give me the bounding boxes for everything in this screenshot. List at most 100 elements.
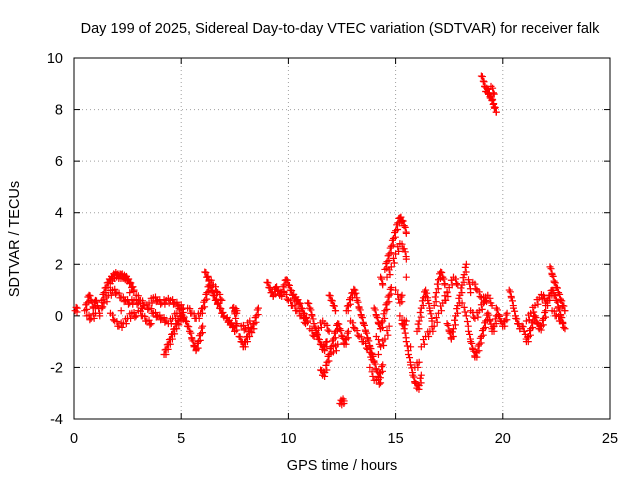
data-point: [335, 320, 343, 328]
y-tick-label: 6: [55, 154, 63, 170]
data-point: [245, 323, 253, 331]
data-point: [299, 314, 307, 322]
data-point: [254, 304, 262, 312]
data-point: [362, 344, 370, 352]
data-point: [491, 315, 499, 323]
data-point: [551, 292, 559, 300]
data-point: [90, 314, 98, 322]
data-point: [305, 299, 313, 307]
data-point: [329, 348, 337, 356]
data-point: [400, 245, 408, 253]
data-point: [136, 307, 144, 315]
data-point: [317, 323, 325, 331]
data-point: [358, 314, 366, 322]
data-point: [460, 303, 468, 311]
data-point: [550, 307, 558, 315]
data-point: [199, 322, 207, 330]
data-point: [362, 339, 370, 347]
data-point: [389, 254, 397, 262]
x-tick-label: 25: [602, 431, 618, 447]
data-point: [560, 323, 568, 331]
data-point: [127, 279, 135, 287]
data-point: [196, 336, 204, 344]
data-point: [233, 320, 241, 328]
data-point: [380, 342, 388, 350]
data-point: [463, 318, 471, 326]
data-point: [302, 320, 310, 328]
data-point: [486, 317, 494, 325]
data-point: [387, 283, 395, 291]
data-point: [462, 312, 470, 320]
data-point: [458, 299, 466, 307]
data-point: [172, 314, 180, 322]
data-point: [219, 309, 227, 317]
data-point: [187, 329, 195, 337]
data-point: [464, 327, 472, 335]
data-point: [401, 329, 409, 337]
data-point: [320, 342, 328, 350]
data-point: [548, 271, 556, 279]
data-point: [474, 313, 482, 321]
data-point: [218, 296, 226, 304]
data-point: [103, 298, 111, 306]
data-point: [398, 298, 406, 306]
data-point: [464, 276, 472, 284]
data-point: [384, 331, 392, 339]
data-point: [324, 326, 332, 334]
data-point: [373, 314, 381, 322]
data-point: [314, 325, 322, 333]
data-point: [217, 305, 225, 313]
data-point: [212, 283, 220, 291]
data-point: [483, 84, 491, 92]
data-point: [430, 322, 438, 330]
data-point: [139, 297, 147, 305]
data-point: [188, 335, 196, 343]
data-point: [417, 313, 425, 321]
data-point: [448, 328, 456, 336]
data-point: [176, 309, 184, 317]
data-point: [351, 286, 359, 294]
data-point: [454, 281, 462, 289]
data-point: [374, 336, 382, 344]
y-tick-label: -2: [50, 360, 63, 376]
data-point: [489, 84, 497, 92]
data-point: [310, 332, 318, 340]
data-point: [109, 316, 117, 324]
data-point: [556, 306, 564, 314]
axis-ticks: 0 5 10 15 20 25 -4 -2 0 2 4 6 8 10: [47, 51, 618, 447]
x-tick-label: 10: [280, 431, 296, 447]
data-point: [349, 319, 357, 327]
data-point: [556, 290, 564, 298]
data-point: [394, 225, 402, 233]
data-point: [407, 361, 415, 369]
data-point: [443, 320, 451, 328]
data-point: [525, 316, 533, 324]
data-point: [203, 295, 211, 303]
data-point: [379, 367, 387, 375]
data-point: [387, 249, 395, 257]
data-point: [481, 323, 489, 331]
data-point: [355, 304, 363, 312]
data-point: [146, 321, 154, 329]
data-point: [183, 318, 191, 326]
data-point: [283, 276, 291, 284]
y-tick-label: 0: [55, 309, 63, 325]
data-point: [350, 285, 358, 293]
data-point: [392, 286, 400, 294]
data-point: [451, 316, 459, 324]
data-point: [461, 308, 469, 316]
data-point: [449, 325, 457, 333]
data-point: [426, 307, 434, 315]
data-point: [468, 339, 476, 347]
data-point: [458, 289, 466, 297]
data-point: [526, 331, 534, 339]
data-point: [560, 302, 568, 310]
data-point: [443, 288, 451, 296]
data-point: [558, 297, 566, 305]
data-point: [539, 321, 547, 329]
data-point: [472, 285, 480, 293]
data-point: [288, 287, 296, 295]
data-point: [377, 343, 385, 351]
data-point: [440, 275, 448, 283]
